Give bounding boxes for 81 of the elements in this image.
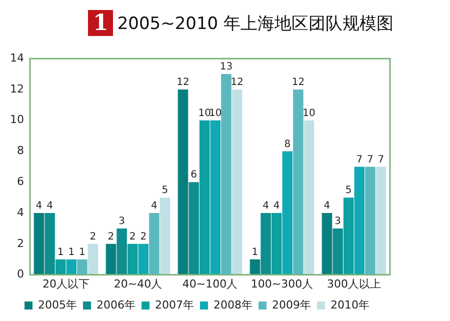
y-tick-label: 14 [10, 51, 24, 64]
y-tick-label: 10 [10, 113, 24, 126]
legend-label: 2008年 [214, 298, 252, 312]
bar [160, 198, 170, 275]
bar [116, 228, 127, 275]
bar [77, 259, 88, 275]
bar [354, 166, 365, 275]
x-tick-label: 40~100人 [182, 277, 238, 290]
bar [376, 166, 386, 275]
y-tick-label: 8 [16, 144, 24, 158]
bar [232, 89, 242, 275]
data-label: 7 [356, 154, 363, 166]
data-label: 4 [273, 200, 280, 212]
data-label: 2 [129, 232, 136, 243]
bar [127, 244, 138, 275]
data-label: 10 [209, 108, 222, 119]
x-tick-label: 20~40人 [114, 277, 162, 290]
x-tick-label: 300人以上 [327, 277, 381, 290]
data-label: 1 [79, 246, 86, 258]
legend-label: 2006年 [96, 298, 136, 312]
bar [293, 89, 304, 275]
bar [88, 244, 98, 275]
y-tick-label: 0 [16, 268, 24, 281]
data-label: 4 [262, 200, 269, 212]
bar [332, 228, 343, 275]
bar [55, 259, 66, 275]
data-label: 4 [324, 200, 330, 212]
x-tick-label: 20人以下 [42, 277, 90, 290]
data-label: 10 [302, 108, 316, 119]
data-label: 3 [118, 216, 125, 228]
bar [34, 213, 44, 275]
bar [199, 120, 210, 275]
data-label: 12 [176, 77, 190, 88]
data-label: 4 [46, 200, 53, 212]
legend-label: 2010年 [330, 298, 370, 312]
data-label: 13 [220, 62, 233, 73]
bar [365, 166, 376, 275]
bar [188, 182, 199, 275]
data-label: 12 [292, 77, 305, 88]
bar [106, 244, 116, 275]
bar [210, 120, 221, 275]
data-label: 2 [90, 232, 96, 243]
data-label: 4 [151, 200, 158, 212]
bar [138, 244, 149, 275]
text: 1 [88, 10, 114, 36]
bar [250, 259, 260, 275]
bar [343, 198, 354, 275]
bar [178, 89, 188, 275]
data-label: 1 [57, 246, 64, 258]
data-label: 2 [108, 232, 114, 243]
data-label: 8 [284, 138, 291, 150]
data-label: 6 [190, 170, 197, 181]
data-label: 3 [334, 216, 341, 228]
legend-label: 2009年 [272, 298, 311, 312]
bar [260, 213, 271, 275]
chart-title: 2005~2010 年上海地区团队规模图 [117, 12, 394, 34]
data-label: 7 [367, 154, 374, 166]
data-label: 4 [36, 200, 42, 212]
data-label: 5 [162, 185, 168, 196]
y-tick-label: 2 [16, 236, 24, 250]
data-label: 10 [198, 108, 211, 119]
y-tick-label: 4 [16, 206, 24, 219]
bar [282, 151, 293, 275]
bar [221, 74, 232, 275]
data-label: 1 [252, 246, 258, 258]
data-label: 2 [140, 232, 147, 243]
legend-label: 2007年 [155, 298, 194, 312]
bar [149, 213, 160, 275]
legend-label: 2005年 [38, 298, 78, 312]
bar [44, 213, 55, 275]
data-label: 5 [345, 185, 352, 196]
y-tick-label: 6 [16, 175, 24, 188]
bar [66, 259, 77, 275]
bar [304, 120, 314, 275]
data-label: 12 [230, 77, 244, 88]
data-label: 7 [378, 154, 384, 166]
x-tick-label: 100~300人 [250, 277, 314, 290]
bar [271, 213, 282, 275]
bar [322, 213, 332, 275]
y-tick-label: 12 [10, 82, 24, 96]
data-label: 1 [68, 246, 75, 258]
